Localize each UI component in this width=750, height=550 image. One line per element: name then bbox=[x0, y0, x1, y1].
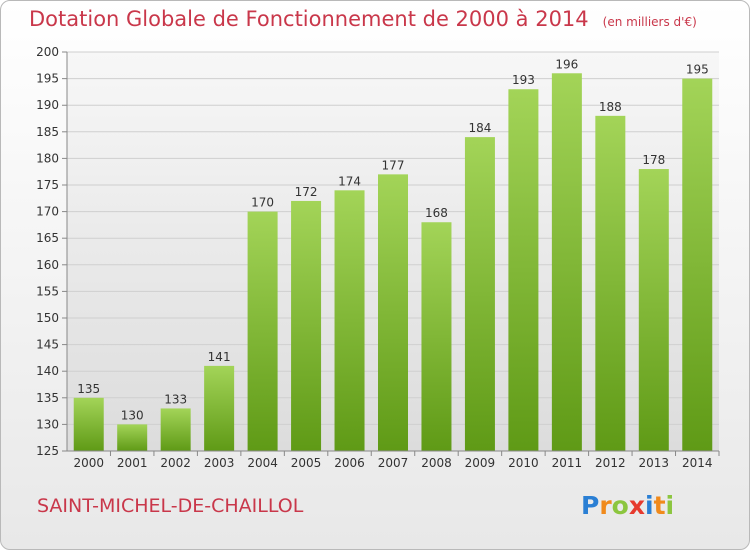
logo-letter: i bbox=[665, 491, 675, 520]
x-tick-label: 2005 bbox=[291, 456, 322, 470]
x-tick-label: 2014 bbox=[682, 456, 713, 470]
data-label: 177 bbox=[382, 158, 405, 172]
x-tick-label: 2001 bbox=[117, 456, 148, 470]
bar bbox=[334, 190, 365, 451]
bar bbox=[160, 408, 191, 451]
data-label: 168 bbox=[425, 206, 448, 220]
logo-letter: x bbox=[628, 491, 645, 520]
y-tick-label: 145 bbox=[36, 338, 59, 352]
data-label: 178 bbox=[642, 153, 665, 167]
bar bbox=[638, 169, 669, 452]
proxiti-logo: Proxiti bbox=[581, 491, 674, 520]
bars bbox=[73, 73, 713, 452]
logo-letter: i bbox=[645, 491, 654, 520]
data-label: 174 bbox=[338, 174, 361, 188]
logo-letter: t bbox=[653, 491, 666, 520]
bar bbox=[117, 424, 148, 451]
data-label: 170 bbox=[251, 196, 274, 210]
bar bbox=[508, 89, 539, 452]
y-tick-label: 195 bbox=[36, 72, 59, 86]
data-label: 135 bbox=[77, 382, 100, 396]
bar bbox=[204, 365, 235, 451]
data-label: 130 bbox=[121, 408, 144, 422]
x-tick-label: 2006 bbox=[334, 456, 365, 470]
x-axis: 2000 2001 2002 2003 2004 2005 2006 2007 2008 2009… bbox=[67, 450, 720, 470]
y-tick-label: 165 bbox=[36, 231, 59, 245]
y-tick-label: 190 bbox=[36, 98, 59, 112]
y-tick-label: 150 bbox=[36, 311, 59, 325]
bar bbox=[682, 78, 713, 451]
y-tick-label: 155 bbox=[36, 284, 59, 298]
bar bbox=[291, 200, 322, 451]
bar bbox=[421, 222, 452, 451]
data-label: 196 bbox=[555, 57, 578, 71]
x-tick-label: 2009 bbox=[465, 456, 496, 470]
y-tick-label: 175 bbox=[36, 178, 59, 192]
x-tick-label: 2010 bbox=[508, 456, 539, 470]
commune-name: SAINT-MICHEL-DE-CHAILLOL bbox=[37, 495, 304, 517]
y-tick-label: 180 bbox=[36, 151, 59, 165]
chart-title: Dotation Globale de Fonctionnement de 20… bbox=[29, 7, 697, 31]
data-label: 172 bbox=[295, 185, 318, 199]
x-tick-label: 2003 bbox=[204, 456, 235, 470]
x-tick-label: 2002 bbox=[160, 456, 191, 470]
x-tick-label: 2011 bbox=[552, 456, 583, 470]
bar bbox=[73, 397, 104, 451]
data-label: 195 bbox=[686, 63, 709, 77]
bar bbox=[247, 211, 278, 451]
x-tick-label: 2000 bbox=[73, 456, 104, 470]
chart-title-text: Dotation Globale de Fonctionnement de 20… bbox=[29, 7, 589, 31]
y-tick-label: 200 bbox=[36, 45, 59, 59]
data-label: 188 bbox=[599, 100, 622, 114]
y-tick-label: 140 bbox=[36, 364, 59, 378]
bar bbox=[464, 137, 495, 451]
data-labels: 135 130 133 141 170 172 174 177 168 184 193 196 188 1… bbox=[77, 57, 708, 422]
x-tick-label: 2013 bbox=[639, 456, 670, 470]
data-label: 193 bbox=[512, 73, 535, 87]
bar bbox=[378, 174, 408, 452]
x-tick-label: 2012 bbox=[595, 456, 626, 470]
y-tick-label: 125 bbox=[36, 444, 59, 458]
y-tick-label: 160 bbox=[36, 258, 59, 272]
bar bbox=[551, 73, 582, 451]
y-tick-label: 170 bbox=[36, 205, 59, 219]
data-label: 133 bbox=[164, 392, 187, 406]
y-tick-label: 130 bbox=[36, 417, 59, 431]
x-tick-label: 2004 bbox=[247, 456, 278, 470]
x-tick-label: 2008 bbox=[421, 456, 452, 470]
x-tick-label: 2007 bbox=[378, 456, 409, 470]
y-tick-label: 135 bbox=[36, 391, 59, 405]
chart-unit: (en milliers d'€) bbox=[602, 15, 697, 29]
logo-letter: o bbox=[611, 491, 629, 520]
logo-letter: P bbox=[581, 491, 600, 520]
bar bbox=[595, 115, 626, 451]
logo-letter: r bbox=[599, 491, 612, 520]
data-label: 184 bbox=[468, 121, 491, 135]
data-label: 141 bbox=[208, 350, 231, 364]
y-axis: 125 130 135 140 145 150 155 160 165 170 175 180 185 1… bbox=[36, 45, 68, 458]
y-tick-label: 185 bbox=[36, 125, 59, 139]
